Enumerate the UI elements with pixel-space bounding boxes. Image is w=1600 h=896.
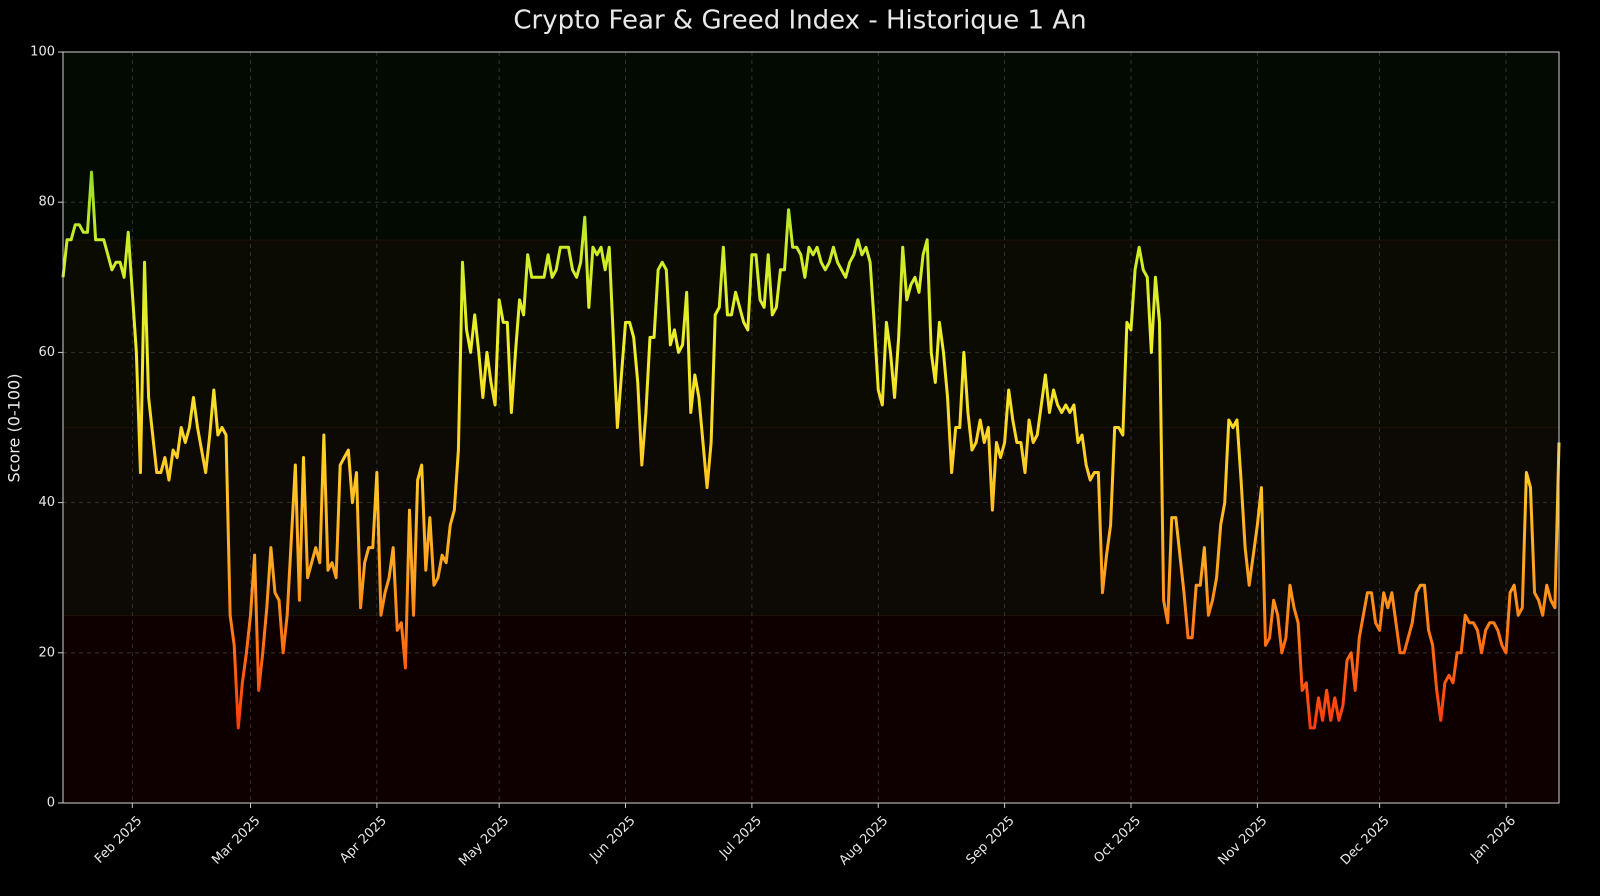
- x-tick-label: Oct 2025: [1091, 813, 1144, 866]
- x-tick-label: Jul 2025: [716, 813, 765, 862]
- x-tick-label: Mar 2025: [209, 813, 263, 867]
- x-tick-label: Jan 2026: [1467, 813, 1519, 865]
- x-tick-label: Jun 2025: [587, 813, 639, 865]
- y-tick-label: 60: [38, 345, 55, 360]
- y-tick-label: 40: [38, 495, 55, 510]
- x-tick-label: May 2025: [456, 813, 512, 869]
- y-tick-label: 20: [38, 645, 55, 660]
- x-tick-label: Dec 2025: [1338, 813, 1393, 868]
- x-tick-label: Apr 2025: [337, 813, 390, 866]
- x-tick-label: Sep 2025: [963, 813, 1017, 867]
- x-tick-label: Aug 2025: [836, 813, 891, 868]
- plot-frame: [62, 51, 1560, 804]
- zone-band: [63, 615, 1559, 803]
- y-tick-label: 80: [38, 195, 55, 210]
- chart-title: Crypto Fear & Greed Index - Historique 1…: [513, 6, 1086, 36]
- zone-band: [63, 52, 1559, 240]
- zone-band: [63, 427, 1559, 616]
- y-axis-label: Score (0-100): [5, 374, 24, 483]
- data-line: [61, 170, 1561, 730]
- zone-band: [63, 239, 1559, 428]
- x-tick-label: Feb 2025: [92, 813, 145, 866]
- x-tick-label: Nov 2025: [1216, 813, 1271, 868]
- y-tick-label: 0: [47, 796, 55, 811]
- y-tick-label: 100: [30, 45, 55, 60]
